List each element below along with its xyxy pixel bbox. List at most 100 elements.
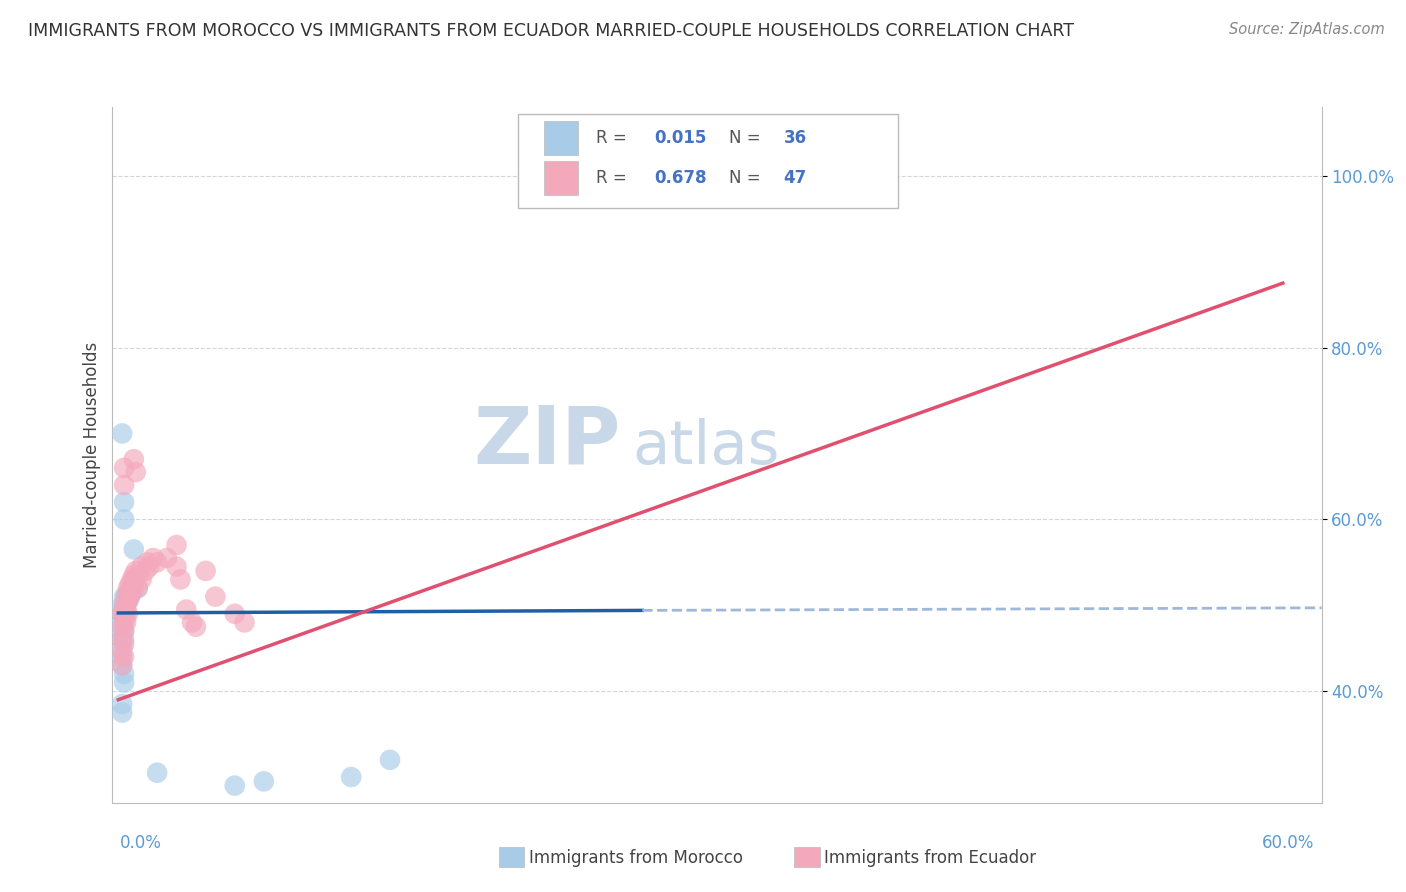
Point xyxy=(136,555,159,569)
Point xyxy=(122,573,145,587)
Point xyxy=(112,599,135,613)
Point xyxy=(115,615,138,630)
Point xyxy=(112,495,135,509)
Point xyxy=(117,585,139,599)
Point xyxy=(111,624,134,638)
FancyBboxPatch shape xyxy=(517,114,898,208)
Point xyxy=(118,576,141,591)
Point xyxy=(117,594,139,608)
Point xyxy=(121,585,143,599)
Text: R =: R = xyxy=(596,169,633,186)
Point xyxy=(112,460,135,475)
Point xyxy=(111,599,134,613)
Text: 0.678: 0.678 xyxy=(654,169,707,186)
Point xyxy=(112,615,135,630)
Point xyxy=(224,607,246,621)
Point xyxy=(194,564,217,578)
Point xyxy=(111,641,134,656)
Point xyxy=(127,581,149,595)
Point xyxy=(111,632,134,647)
Point xyxy=(184,620,207,634)
Point xyxy=(112,624,135,638)
Point xyxy=(111,658,134,673)
Text: 60.0%: 60.0% xyxy=(1263,834,1315,852)
Text: Source: ZipAtlas.com: Source: ZipAtlas.com xyxy=(1229,22,1385,37)
Point xyxy=(253,774,276,789)
Point xyxy=(122,568,145,582)
Point xyxy=(111,697,134,711)
Point xyxy=(125,564,148,578)
Point xyxy=(111,615,134,630)
Text: 47: 47 xyxy=(783,169,807,186)
Point xyxy=(112,478,135,492)
Point xyxy=(166,559,188,574)
Point xyxy=(111,658,134,673)
Text: 0.0%: 0.0% xyxy=(120,834,162,852)
Point xyxy=(115,607,138,621)
Text: IMMIGRANTS FROM MOROCCO VS IMMIGRANTS FROM ECUADOR MARRIED-COUPLE HOUSEHOLDS COR: IMMIGRANTS FROM MOROCCO VS IMMIGRANTS FR… xyxy=(28,22,1074,40)
Point xyxy=(115,599,138,613)
Point xyxy=(115,590,138,604)
Point xyxy=(378,753,401,767)
Point xyxy=(117,581,139,595)
Point xyxy=(112,607,135,621)
Point xyxy=(111,632,134,647)
Point xyxy=(112,667,135,681)
Point xyxy=(112,649,135,664)
Point xyxy=(112,624,135,638)
Point xyxy=(111,620,134,634)
Point xyxy=(122,581,145,595)
Point xyxy=(127,581,149,595)
Point xyxy=(111,426,134,441)
Point xyxy=(845,178,868,192)
Text: ZIP: ZIP xyxy=(472,402,620,480)
Point xyxy=(121,573,143,587)
Point xyxy=(112,611,135,625)
Text: Immigrants from Morocco: Immigrants from Morocco xyxy=(529,849,742,867)
Point xyxy=(340,770,363,784)
Point xyxy=(131,573,153,587)
Point xyxy=(122,452,145,467)
Point xyxy=(112,675,135,690)
Point xyxy=(166,538,188,552)
Point xyxy=(122,542,145,557)
Point xyxy=(156,551,179,566)
FancyBboxPatch shape xyxy=(544,121,578,154)
Point xyxy=(233,615,256,630)
Point xyxy=(111,607,134,621)
Point xyxy=(131,559,153,574)
Point xyxy=(134,564,156,578)
Point xyxy=(204,590,226,604)
Point xyxy=(115,602,138,616)
Point xyxy=(224,779,246,793)
Point xyxy=(112,632,135,647)
Y-axis label: Married-couple Households: Married-couple Households xyxy=(83,342,101,568)
Text: 0.015: 0.015 xyxy=(654,128,707,147)
Point xyxy=(181,615,204,630)
Point xyxy=(112,599,135,613)
Point xyxy=(118,590,141,604)
Point xyxy=(118,590,141,604)
Point xyxy=(138,559,160,574)
Text: atlas: atlas xyxy=(633,418,780,477)
FancyBboxPatch shape xyxy=(544,161,578,194)
Point xyxy=(146,555,169,569)
Text: R =: R = xyxy=(596,128,633,147)
Point xyxy=(169,573,191,587)
Text: N =: N = xyxy=(730,169,766,186)
Text: Immigrants from Ecuador: Immigrants from Ecuador xyxy=(824,849,1036,867)
Point xyxy=(111,645,134,659)
Point xyxy=(125,465,148,479)
Point xyxy=(117,607,139,621)
Point xyxy=(112,512,135,526)
Point xyxy=(111,706,134,720)
Point xyxy=(117,594,139,608)
Point xyxy=(174,602,197,616)
Point xyxy=(112,590,135,604)
Point xyxy=(146,765,169,780)
Point xyxy=(115,590,138,604)
Text: N =: N = xyxy=(730,128,766,147)
Point xyxy=(127,568,149,582)
Point xyxy=(121,585,143,599)
Point xyxy=(142,551,165,566)
